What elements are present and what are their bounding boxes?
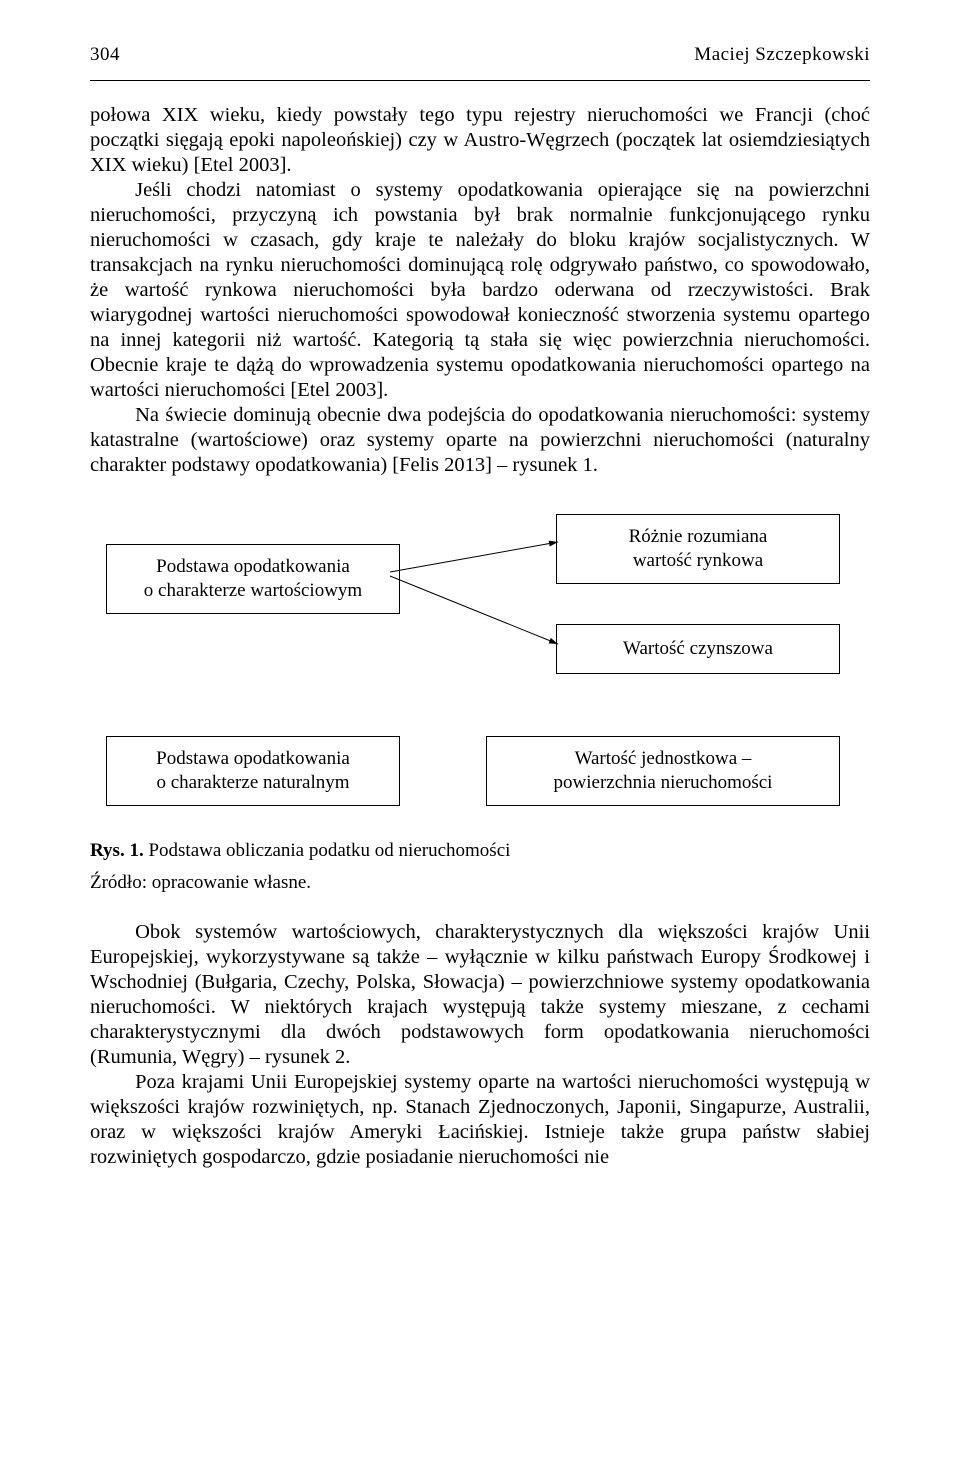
- box-market-value-line1: Różnie rozumiana: [629, 526, 768, 547]
- page-number: 304: [90, 44, 120, 66]
- box-rental-value-text: Wartość czynszowa: [623, 638, 773, 659]
- box-unit-area-line1: Wartość jednostkowa –: [575, 748, 752, 769]
- paragraph-2: Jeśli chodzi natomiast o systemy opodatk…: [90, 178, 870, 403]
- header-author: Maciej Szczepkowski: [694, 44, 870, 66]
- paragraph-4: Obok systemów wartościowych, charakterys…: [90, 920, 870, 1070]
- box-basis-value-line1: Podstawa opodatkowania: [156, 556, 350, 577]
- box-unit-area: Wartość jednostkowa – powierzchnia nieru…: [486, 736, 840, 806]
- figure-source: Źródło: opracowanie własne.: [90, 872, 870, 894]
- box-market-value-line2: wartość rynkowa: [633, 550, 763, 571]
- box-basis-natural-line2: o charakterze naturalnym: [156, 772, 349, 793]
- figure-1-diagram: Podstawa opodatkowania o charakterze war…: [90, 514, 870, 810]
- paragraph-1: połowa XIX wieku, kiedy powstały tego ty…: [90, 103, 870, 178]
- box-basis-value-line2: o charakterze wartościowym: [144, 580, 362, 601]
- box-rental-value: Wartość czynszowa: [556, 624, 840, 674]
- figure-caption: Rys. 1. Podstawa obliczania podatku od n…: [90, 840, 870, 862]
- box-basis-natural: Podstawa opodatkowania o charakterze nat…: [106, 736, 400, 806]
- box-unit-area-line2: powierzchnia nieruchomości: [554, 772, 773, 793]
- header-rule: [90, 80, 870, 81]
- box-basis-value: Podstawa opodatkowania o charakterze war…: [106, 544, 400, 614]
- box-basis-natural-line1: Podstawa opodatkowania: [156, 748, 350, 769]
- paragraph-3: Na świecie dominują obecnie dwa podejści…: [90, 403, 870, 478]
- box-market-value: Różnie rozumiana wartość rynkowa: [556, 514, 840, 584]
- running-header: 304 Maciej Szczepkowski: [90, 44, 870, 66]
- paragraph-5: Poza krajami Unii Europejskiej systemy o…: [90, 1070, 870, 1170]
- figure-caption-text: Podstawa obliczania podatku od nieruchom…: [144, 840, 511, 861]
- figure-label: Rys. 1.: [90, 840, 144, 861]
